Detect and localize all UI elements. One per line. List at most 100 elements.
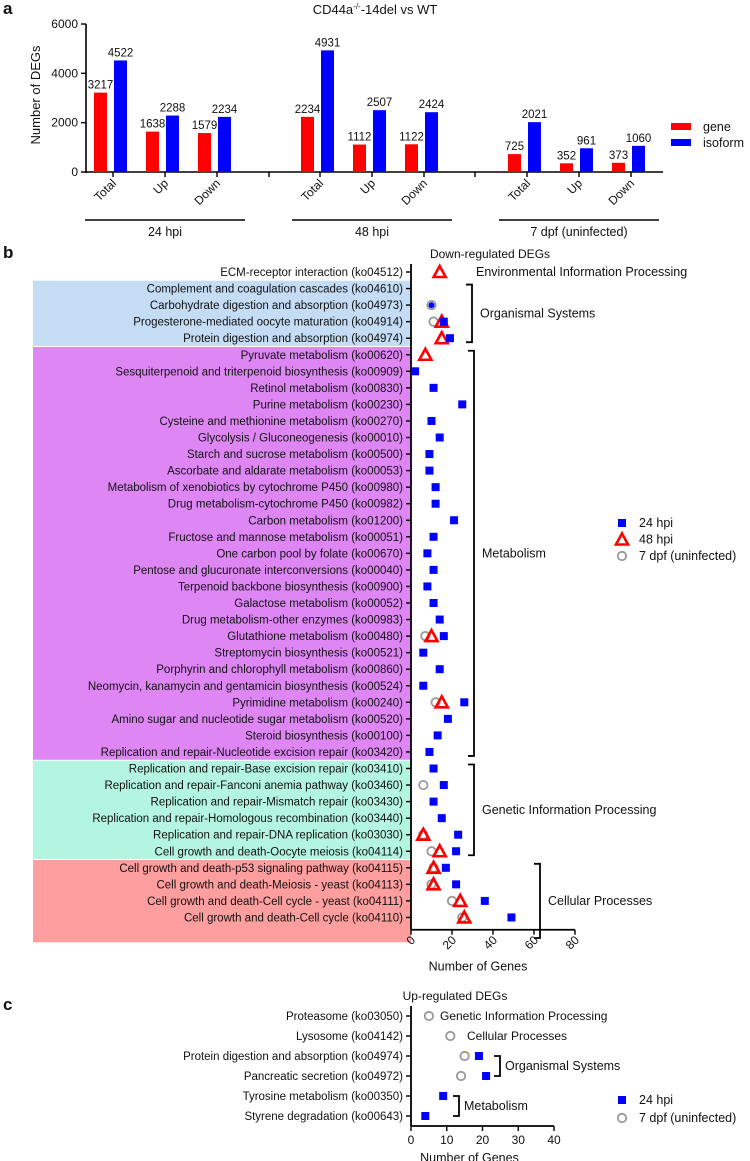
bar-gene: [301, 116, 314, 172]
square-marker: [435, 665, 444, 674]
bar-gene: [612, 162, 625, 172]
row-label: Terpenoid backbone biosynthesis (ko00900…: [178, 581, 403, 593]
x-tick-label: 10: [440, 1133, 454, 1147]
legend-label: 24 hpi: [639, 516, 673, 530]
x-tick-label: Total: [505, 176, 533, 204]
square-marker: [507, 913, 516, 922]
row-label: Neomycin, kanamycin and gentamicin biosy…: [88, 681, 403, 693]
bar-isoform: [114, 60, 127, 172]
square-marker: [439, 632, 448, 641]
square-marker: [423, 549, 432, 558]
x-tick-label: Down: [399, 176, 431, 208]
square-marker: [443, 714, 452, 723]
row-label: Replication and repair-Homologous recomb…: [92, 813, 403, 825]
group-bracket: [468, 763, 475, 857]
group-label: 24 hpi: [148, 225, 182, 239]
legend-label: 48 hpi: [639, 533, 673, 547]
bar-isoform: [218, 116, 231, 172]
row-label: Glycolysis / Gluconeogenesis (ko00010): [198, 433, 403, 445]
row-label: Metabolism of xenobiotics by cytochrome …: [108, 482, 403, 494]
triangle-marker: [423, 627, 440, 643]
row-label: Cell growth and death-Cell cycle (ko0411…: [184, 912, 403, 924]
data-label: 2021: [522, 109, 548, 121]
data-label: 1122: [399, 131, 424, 143]
data-label: 373: [609, 150, 628, 162]
square-marker: [439, 1092, 448, 1100]
row-label: Streptomycin biosynthesis (ko00521): [214, 648, 403, 660]
data-label: 2424: [419, 99, 445, 111]
square-marker: [474, 1052, 483, 1060]
row-label: Replication and repair-DNA replication (…: [153, 830, 403, 842]
data-label: 4931: [315, 37, 341, 49]
square-marker: [429, 565, 438, 574]
row-label: Cell growth and death-Meiosis - yeast (k…: [156, 879, 403, 891]
group-label: Environmental Information Processing: [476, 265, 687, 279]
group-bracket: [534, 862, 541, 939]
x-tick-label: 20: [476, 1133, 490, 1147]
row-label: Protein digestion and absorption (ko0497…: [183, 333, 403, 345]
circle-marker: [459, 1050, 470, 1062]
group-label: 7 dpf (uninfected): [530, 225, 627, 239]
triangle-marker: [425, 875, 442, 891]
x-tick-label: Down: [606, 176, 638, 208]
data-label: 2288: [160, 103, 186, 115]
row-label: Sesquiterpenoid and triterpenoid biosynt…: [115, 366, 403, 378]
square-marker: [419, 681, 428, 690]
square-marker: [452, 880, 461, 889]
triangle-marker: [415, 825, 432, 841]
bar-gene: [353, 144, 366, 172]
row-label: Purine metabolism (ko00230): [253, 399, 403, 411]
group-label: Organismal Systems: [480, 306, 595, 320]
group-bracket: [468, 349, 475, 757]
data-label: 2234: [295, 104, 321, 116]
panel-a-bar-chart: CD44a-/--14del vs WT Number of DEGs 0 200…: [28, 2, 744, 239]
legend-label: 7 dpf (uninfected): [639, 549, 736, 563]
data-label: 352: [557, 150, 576, 162]
y-tick-label: 2000: [51, 116, 78, 130]
triangle-marker: [431, 263, 448, 279]
triangle-marker: [417, 346, 434, 362]
group-label: Metabolism: [464, 1099, 528, 1113]
x-tick-label: Up: [150, 176, 171, 197]
row-label: Amino sugar and nucleotide sugar metabol…: [112, 714, 404, 726]
square-marker: [439, 781, 448, 790]
row-label: Complement and coagulation cascades (ko0…: [147, 284, 404, 296]
square-marker: [425, 747, 434, 756]
square-marker: [454, 830, 463, 839]
square-marker: [421, 1112, 430, 1120]
row-label: Carbon metabolism (ko01200): [248, 515, 403, 527]
square-marker: [427, 416, 436, 425]
circle-marker: [426, 299, 437, 311]
row-label: Drug metabolism-other enzymes (ko00983): [182, 615, 403, 627]
row-label: Lysosome (ko04142): [296, 1031, 403, 1043]
x-axis-label: Number of Genes: [420, 1151, 519, 1161]
circle-marker: [418, 779, 429, 791]
square-marker: [425, 450, 434, 459]
x-tick-label: Up: [357, 176, 378, 197]
circle-marker: [616, 550, 628, 562]
bar-isoform: [321, 50, 334, 172]
data-label: 725: [505, 141, 524, 153]
row-label: Replication and repair-Nucleotide excisi…: [101, 747, 404, 759]
group-label: 48 hpi: [355, 225, 389, 239]
group-bracket: [466, 283, 473, 344]
data-label: 1579: [192, 120, 218, 132]
chart-a-ylabel: Number of DEGs: [28, 45, 43, 144]
category-band: [33, 859, 411, 943]
legend-swatch-isoform: [671, 139, 691, 146]
legend-swatch-gene: [671, 123, 691, 130]
row-label: Starch and sucrose metabolism (ko00500): [187, 449, 403, 461]
legend-label: isoform: [703, 136, 744, 150]
row-label: Proteasome (ko03050): [286, 1011, 403, 1023]
triangle-marker: [452, 892, 469, 908]
triangle-marker: [425, 859, 442, 875]
category-band: [33, 346, 411, 761]
square-marker: [437, 814, 446, 823]
row-label: Pyruvate metabolism (ko00620): [241, 350, 404, 362]
group-bracket: [453, 1095, 460, 1117]
row-label: Cell growth and death-Cell cycle - yeast…: [147, 896, 403, 908]
y-tick-label: 6000: [51, 17, 78, 31]
square-marker: [429, 764, 438, 773]
square-marker: [441, 863, 450, 872]
x-tick-label: Up: [564, 176, 585, 197]
